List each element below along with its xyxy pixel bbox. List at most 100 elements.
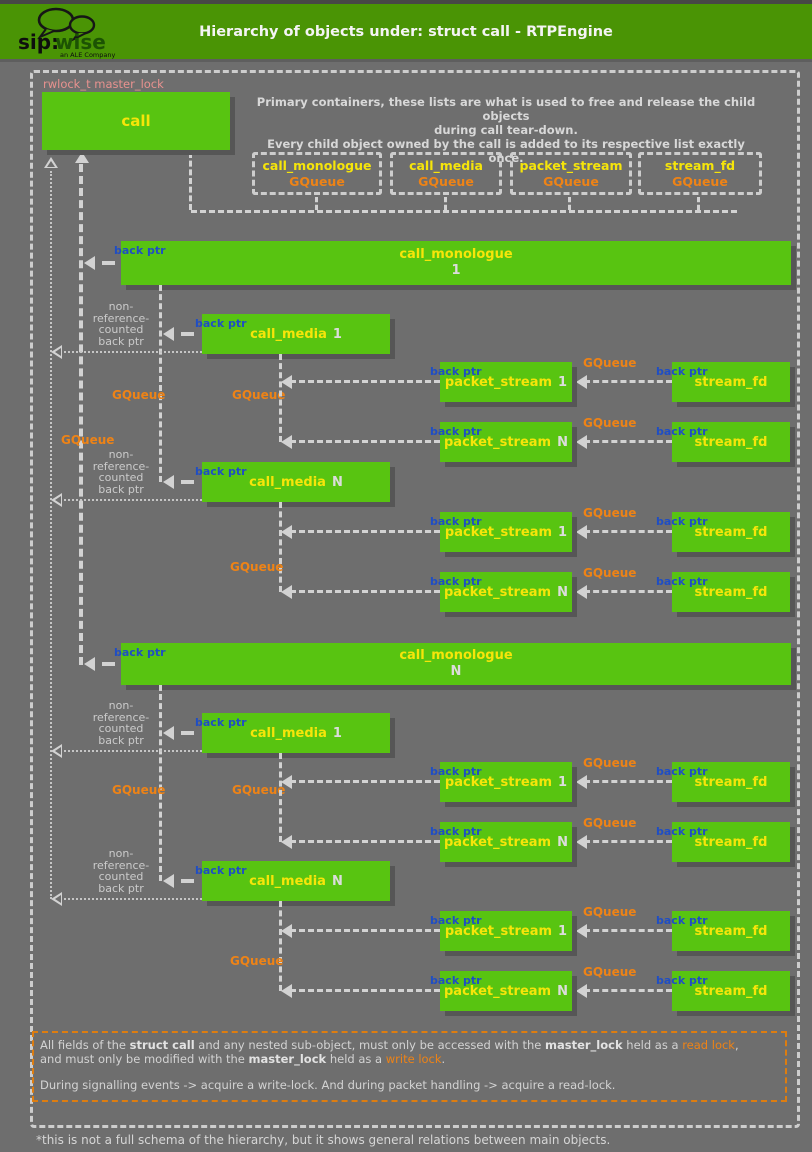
node-label: stream_fd <box>694 834 768 850</box>
back-ptr-label: back ptr <box>195 716 247 729</box>
arrow-left-icon <box>576 835 587 849</box>
stream-fd-link-line <box>584 440 672 443</box>
node-packet-stream-n: back ptr packet_stream N <box>430 572 572 612</box>
non-ref-note: non-reference-counted back ptr <box>92 847 150 895</box>
queue-stub-line <box>568 197 571 210</box>
node-call-media-1: back ptr call_media 1 <box>195 713 390 753</box>
node-stream-fd: back ptr stream_fd <box>656 512 790 552</box>
node-label: call_monologue <box>399 247 513 262</box>
node-label: call_media <box>250 326 327 342</box>
header-bar: sip: wise an ALE Company Hierarchy of ob… <box>0 4 812 62</box>
node-index: 1 <box>558 774 568 790</box>
arrow-left-icon <box>576 984 587 998</box>
back-ptr-label: back ptr <box>430 914 482 927</box>
node-label: stream_fd <box>694 774 768 790</box>
back-ptr-label: back ptr <box>430 974 482 987</box>
node-call-media-n: back ptr call_media N <box>195 861 390 901</box>
mediaN-streams-gqueue-rail <box>279 502 282 592</box>
node-label: stream_fd <box>694 584 768 600</box>
logo-sip-text: sip: <box>18 30 59 54</box>
locking-note-box: All fields of the struct call and any ne… <box>32 1031 787 1102</box>
back-ptr-label: back ptr <box>430 425 482 438</box>
node-label: packet_stream <box>443 983 552 999</box>
read-lock-text: read lock <box>682 1038 735 1052</box>
queue-box-packet-stream: packet_stream GQueue <box>510 152 632 195</box>
back-ptr-label: back ptr <box>656 974 708 987</box>
back-ptr-label: back ptr <box>430 825 482 838</box>
footnote: *this is not a full schema of the hierar… <box>36 1133 611 1147</box>
arrow-left-icon <box>163 475 174 489</box>
arrow-left-icon <box>281 775 292 789</box>
node-index: N <box>331 873 343 889</box>
arrow-left-hollow-icon <box>51 744 62 758</box>
arrow-left-icon <box>281 835 292 849</box>
node-label: packet_stream <box>444 923 553 939</box>
node-stream-fd: back ptr stream_fd <box>656 362 790 402</box>
locking-note-line: and must only be modified with the maste… <box>40 1051 446 1066</box>
node-label: packet_stream <box>444 524 553 540</box>
dash-segment <box>102 261 115 265</box>
back-ptr-label: back ptr <box>430 515 482 528</box>
node-label: stream_fd <box>694 923 768 939</box>
node-packet-stream-n: back ptr packet_stream N <box>430 822 572 862</box>
node-index: N <box>557 584 568 600</box>
packet-stream-backptr-line <box>290 440 440 443</box>
node-label: stream_fd <box>694 374 768 390</box>
gqueue-label: GQueue <box>583 416 637 430</box>
monologue1-media-gqueue-rail <box>159 285 162 482</box>
back-ptr-label: back ptr <box>656 914 708 927</box>
primary-note-line: Primary containers, these lists are what… <box>256 95 756 123</box>
node-packet-stream-n: back ptr packet_stream N <box>430 971 572 1011</box>
arrow-left-icon <box>576 924 587 938</box>
back-ptr-label: back ptr <box>430 765 482 778</box>
arrow-left-icon <box>576 775 587 789</box>
gqueue-label: GQueue <box>112 388 166 402</box>
back-ptr-label: back ptr <box>656 515 708 528</box>
node-index: N <box>450 664 462 679</box>
node-label: packet_stream <box>444 774 553 790</box>
node-label: packet_stream <box>443 834 552 850</box>
back-ptr-label: back ptr <box>430 365 482 378</box>
arrow-up-solid-icon <box>75 152 89 163</box>
dash-segment <box>181 480 194 484</box>
master-lock-label: rwlock_t master_lock <box>43 77 164 91</box>
sipwise-logo-graphic: sip: wise an ALE Company <box>18 7 115 59</box>
media1-streams-gqueue-rail <box>279 753 282 842</box>
node-label: call_media <box>249 474 326 490</box>
queue-box-call-monologue: call_monologue GQueue <box>252 152 382 195</box>
node-index: N <box>557 834 568 850</box>
node-label: packet_stream <box>444 374 553 390</box>
node-call-monologue-1: back ptr call_monologue 1 <box>114 241 791 285</box>
back-ptr-label: back ptr <box>656 365 708 378</box>
node-call-media-n: back ptr call_media N <box>195 462 390 502</box>
arrow-left-icon <box>163 327 174 341</box>
non-ref-note: non-reference-counted back ptr <box>92 448 150 496</box>
node-label: call_media <box>249 873 326 889</box>
arrow-left-icon <box>281 984 292 998</box>
packet-stream-backptr-line <box>290 989 440 992</box>
locking-note-line: All fields of the struct call and any ne… <box>40 1038 739 1052</box>
node-index: N <box>331 474 343 490</box>
node-index: 1 <box>451 263 461 278</box>
monologueN-media-gqueue-rail <box>159 685 162 881</box>
dash-segment <box>181 731 194 735</box>
arrow-left-icon <box>281 525 292 539</box>
node-call: call <box>42 92 230 150</box>
arrow-left-icon <box>84 657 95 671</box>
packet-stream-backptr-line <box>290 840 440 843</box>
gqueue-label: GQueue <box>583 756 637 770</box>
back-ptr-label: back ptr <box>114 646 166 659</box>
dash-segment <box>102 662 115 666</box>
arrow-up-hollow-icon <box>44 157 58 168</box>
packet-stream-backptr-line <box>290 380 440 383</box>
node-label: call_monologue <box>399 648 513 663</box>
gqueue-label: GQueue <box>112 783 166 797</box>
stream-fd-link-line <box>584 929 672 932</box>
logo-tagline-text: an ALE Company <box>60 51 115 59</box>
queue-stub-line <box>444 197 447 210</box>
primary-containers-note: Primary containers, these lists are what… <box>250 95 762 165</box>
dash-segment <box>181 879 194 883</box>
gqueue-label: GQueue <box>583 566 637 580</box>
mediaN-streams-gqueue-rail <box>279 901 282 991</box>
